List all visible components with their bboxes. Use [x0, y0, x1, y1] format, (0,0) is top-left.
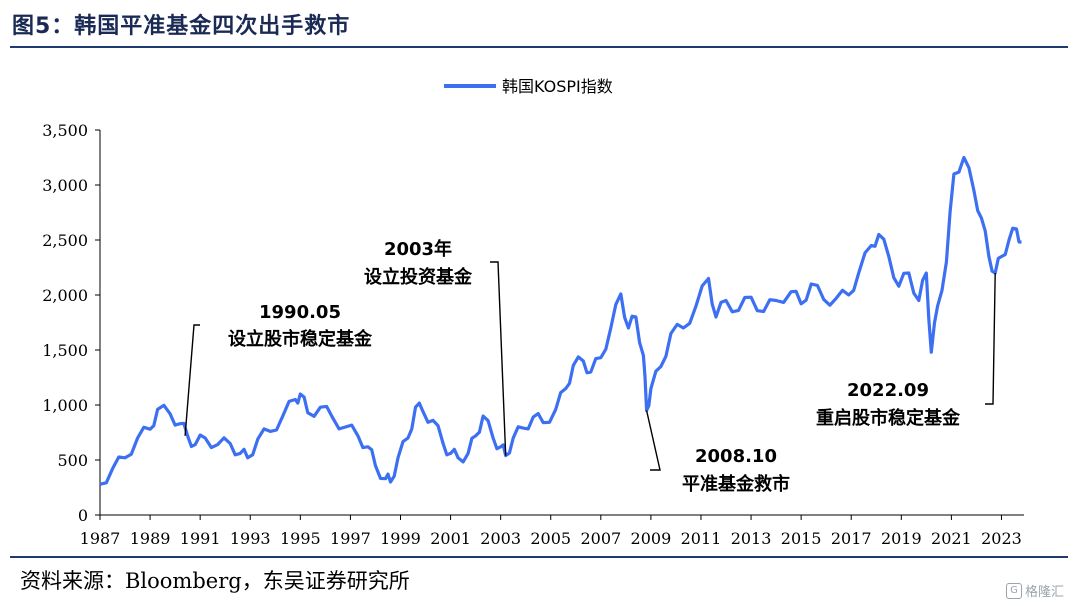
x-tick-label: 1997 — [330, 529, 371, 548]
x-tick-label: 2019 — [881, 529, 922, 548]
y-tick-label: 2,500 — [42, 231, 88, 250]
annotation-leader-line — [490, 261, 507, 456]
annotation-label: 平准基金救市 — [682, 473, 790, 495]
annotation-date: 1990.05 — [259, 302, 341, 323]
x-tick-label: 2003 — [480, 529, 521, 548]
x-tick-label: 2009 — [631, 529, 672, 548]
x-tick-label: 2021 — [931, 529, 972, 548]
x-tick-label: 1989 — [130, 529, 171, 548]
axes: 0 500 1,000 1,500 2,000 2,500 3,000 3,500 1987 19… — [42, 121, 1024, 548]
y-tick-label: 1,000 — [42, 396, 88, 415]
x-tick-label: 2023 — [981, 529, 1022, 548]
top-rule — [10, 46, 1068, 48]
y-tick-label: 2,000 — [42, 286, 88, 305]
kospi-series-line — [99, 155, 1022, 486]
y-tick-label: 500 — [57, 451, 88, 470]
watermark-text: 格隆汇 — [1024, 585, 1064, 600]
watermark-logo-icon: G — [1005, 582, 1022, 599]
annotation-leader-line — [985, 272, 996, 405]
annotation-label: 设立投资基金 — [364, 266, 473, 288]
x-tick-label: 1995 — [280, 529, 321, 548]
x-tick-label: 1991 — [180, 529, 221, 548]
x-tick-label: 1999 — [380, 529, 421, 548]
x-tick-label: 1993 — [230, 529, 271, 548]
annotation-leader-line — [645, 410, 661, 471]
legend: 韩国KOSPI指数 — [444, 77, 613, 96]
annotation-date: 2008.10 — [695, 446, 777, 467]
annotation-date: 2022.09 — [847, 380, 929, 401]
x-tick-label: 2017 — [831, 529, 872, 548]
x-tick-label: 2007 — [580, 529, 621, 548]
annotation-leader-line — [184, 324, 200, 436]
x-tick-label: 2011 — [681, 529, 722, 548]
annotation-label: 重启股市稳定基金 — [816, 407, 961, 429]
watermark: G 格隆汇 — [1005, 581, 1064, 600]
bottom-rule — [10, 556, 1068, 558]
annotation-date: 2003年 — [384, 238, 452, 260]
series-layer — [99, 155, 1022, 486]
y-tick-label: 3,500 — [42, 121, 88, 140]
y-tick-label: 0 — [78, 506, 88, 525]
x-tick-label: 1987 — [80, 529, 121, 548]
x-tick-label: 2001 — [430, 529, 471, 548]
x-tick-label: 2015 — [781, 529, 822, 548]
y-tick-label: 3,000 — [42, 176, 88, 195]
x-tick-label: 2005 — [530, 529, 571, 548]
annotation-label: 设立股市稳定基金 — [228, 328, 373, 350]
legend-label: 韩国KOSPI指数 — [502, 77, 613, 96]
y-tick-label: 1,500 — [42, 341, 88, 360]
x-tick-label: 2013 — [731, 529, 772, 548]
source-note: 资料来源：Bloomberg，东吴证券研究所 — [20, 569, 410, 593]
figure-title: 图5：韩国平准基金四次出手救市 — [12, 14, 351, 39]
